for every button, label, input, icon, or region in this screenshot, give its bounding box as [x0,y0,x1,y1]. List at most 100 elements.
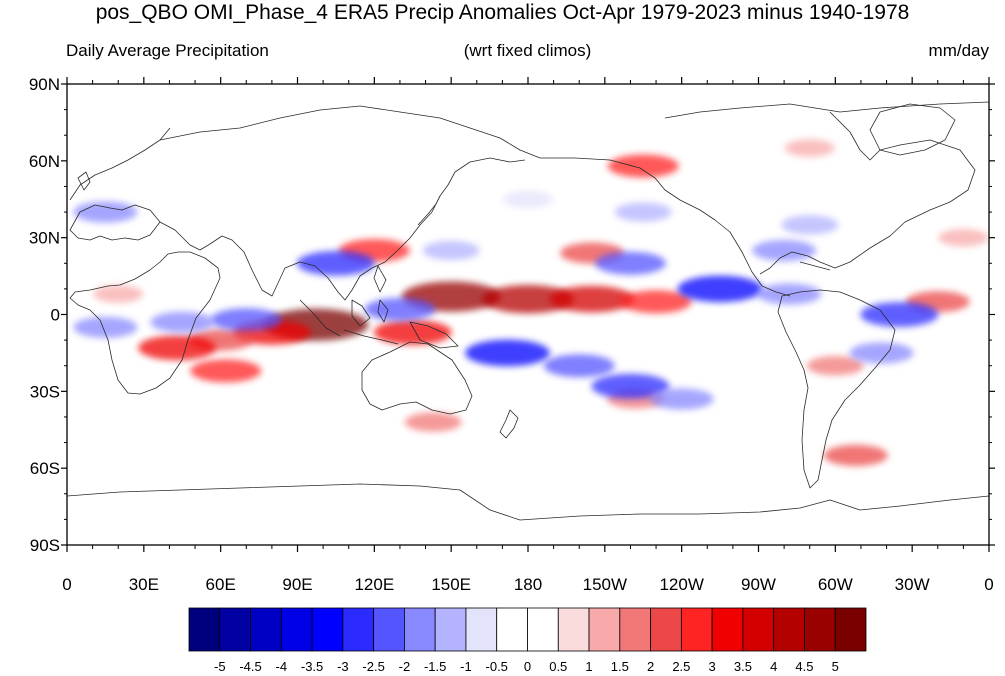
colorbar-swatch [742,607,775,652]
x-tick-label: 30E [129,575,159,594]
anomaly-region [482,284,574,314]
y-tick-label: 90N [29,75,60,94]
colorbar-swatch [619,607,651,652]
anomaly-region [503,190,553,209]
colorbar-swatch [434,607,467,652]
anomaly-region [677,275,763,303]
x-tick-label: 0 [984,575,993,594]
anomaly-region [364,297,436,321]
colorbar-swatch [557,607,590,652]
colorbar-label: -2 [399,659,411,674]
anomaly-region [422,240,480,261]
map-axes: 90N 60N 30N 0 30S 60S 90S 0 30E 60E 90E 120E 150E 180… [29,75,995,594]
anomaly-region [73,201,138,223]
anomaly-region [93,285,144,303]
x-tick-label: 60E [206,575,236,594]
x-tick-label: 120W [659,575,703,594]
anomaly-region [594,251,666,275]
anomaly-region [543,354,615,378]
x-tick-label: 150W [583,575,627,594]
x-tick-label: 150E [431,575,471,594]
colorbar-label: -1.5 [424,659,446,674]
colorbar-label: 3 [709,659,716,674]
colorbar-label: -0.5 [486,659,508,674]
colorbar-swatch [496,607,528,652]
anomaly-region [752,239,817,262]
y-tick-label: 30N [29,229,60,248]
colorbar-swatch [280,607,313,652]
x-tick-label: 90E [282,575,312,594]
colorbar-swatch [373,607,405,652]
y-tick-label: 0 [51,306,60,325]
colorbar-label: 4 [770,659,777,674]
colorbar-label: -5 [214,659,226,674]
colorbar-label: 0.5 [549,659,567,674]
coastlines [67,101,989,521]
colorbar-swatch [250,607,282,652]
anomaly-region [806,356,864,376]
y-tick-label: 60S [30,459,60,478]
x-tick-label: 0 [62,575,71,594]
colorbar-swatch [404,607,436,652]
colorbar-label: 3.5 [734,659,752,674]
anomaly-region [784,139,835,157]
note-label: (wrt fixed climos) [463,41,592,60]
anomaly-region [138,335,217,361]
anomaly-region [938,228,989,247]
anomaly-region [649,388,714,410]
colorbar-swatch [680,607,713,652]
y-tick-label: 60N [29,152,60,171]
colorbar-swatch [804,607,836,652]
x-tick-label: 120E [354,575,394,594]
anomaly-region [549,285,635,313]
anomaly-region [614,202,672,222]
anomaly-region [210,308,282,332]
anomaly-region [296,250,375,276]
colorbar-label: -1 [460,659,472,674]
colorbar: -5 -4.5 -4 -3.5 -3 -2.5 -2 -1.5 -1 -0.5 0 0.5 1 1.5 2 2… [188,607,867,674]
anomaly-region [860,302,939,327]
variable-label: Daily Average Precipitation [66,41,269,60]
anomaly-region [607,154,679,178]
anomaly-region [781,215,839,235]
colorbar-label: -2.5 [362,659,384,674]
anomaly-region [620,290,692,314]
units-label: mm/day [928,41,989,60]
page-title: pos_QBO OMI_Phase_4 ERA5 Precip Anomalie… [95,1,910,24]
colorbar-swatch [219,607,251,652]
anomaly-region [150,311,215,333]
colorbar-label: 2 [647,659,654,674]
colorbar-label: -4.5 [239,659,261,674]
anomaly-region [404,412,462,432]
colorbar-swatch [311,607,344,652]
colorbar-label: -4 [276,659,288,674]
colorbar-swatch [465,607,498,652]
x-tick-label: 30W [895,575,930,594]
anomaly-region [591,373,670,399]
colorbar-swatch [650,607,682,652]
anomaly-region [465,339,551,367]
y-tick-label: 90S [30,536,60,555]
colorbar-label: 0 [524,659,531,674]
colorbar-label: 1 [585,659,592,674]
colorbar-swatch [527,607,559,652]
colorbar-swatch [834,607,867,652]
x-tick-label: 180 [514,575,542,594]
x-tick-label: 60W [818,575,853,594]
colorbar-label: 4.5 [795,659,813,674]
anomaly-field [73,139,989,466]
x-tick-label: 90W [741,575,776,594]
colorbar-swatch [588,607,621,652]
anomaly-region [849,342,914,364]
colorbar-swatch [188,607,221,652]
colorbar-label: 2.5 [672,659,690,674]
colorbar-label: 5 [832,659,839,674]
colorbar-swatch [342,607,375,652]
colorbar-swatch [711,607,744,652]
anomaly-region [373,320,452,345]
y-tick-label: 30S [30,382,60,401]
colorbar-label: -3 [337,659,349,674]
colorbar-label: -3.5 [301,659,323,674]
colorbar-swatch [773,607,805,652]
